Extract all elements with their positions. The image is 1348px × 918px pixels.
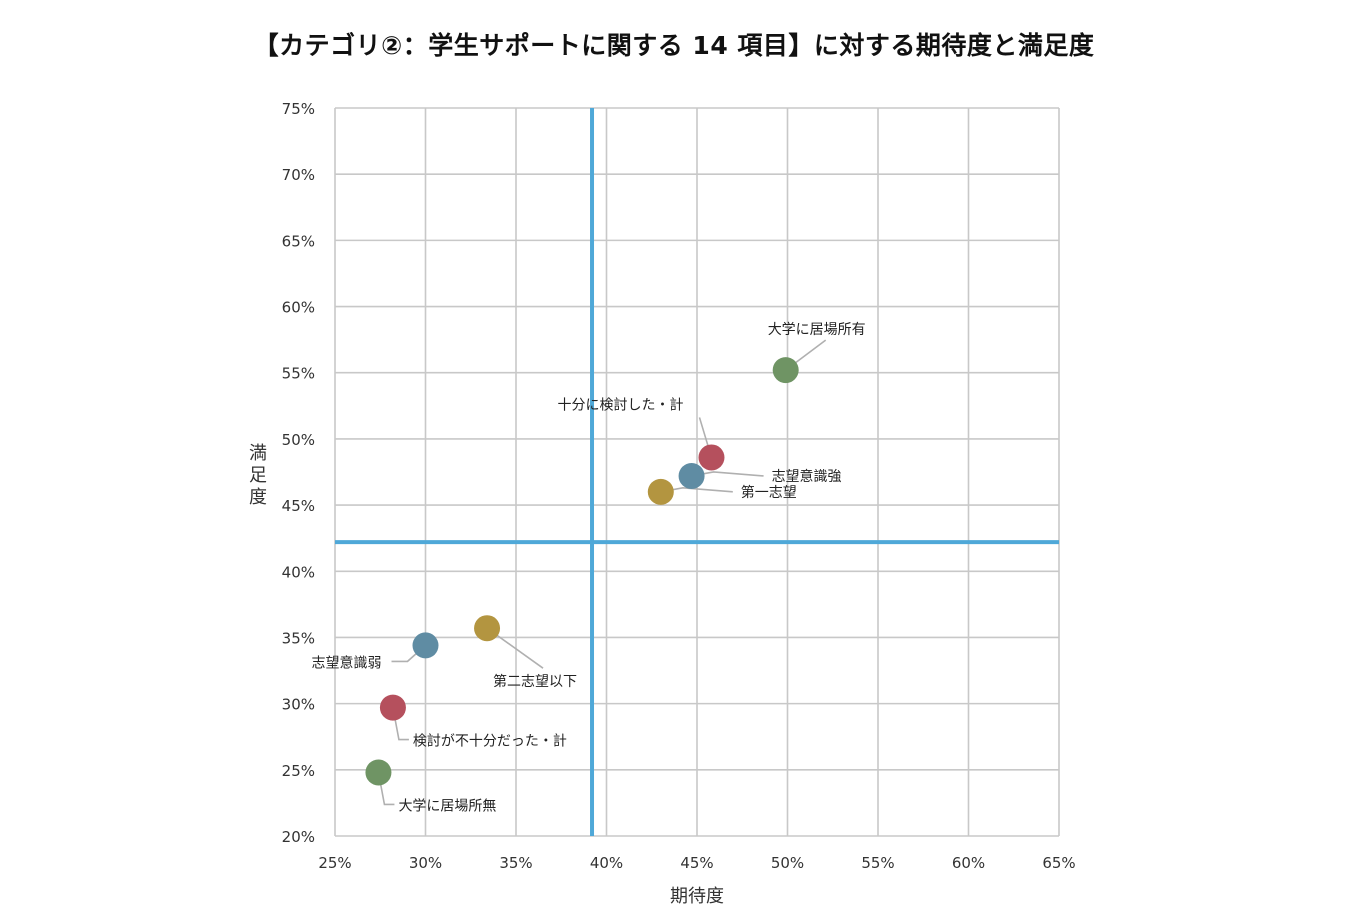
x-tick-label: 60% (952, 854, 985, 872)
x-tick-label: 45% (680, 854, 713, 872)
y-tick-label: 75% (282, 100, 315, 118)
y-tick-label: 65% (282, 232, 315, 250)
x-tick-label: 65% (1042, 854, 1075, 872)
data-point-label: 大学に居場所無 (398, 798, 496, 814)
data-point-label: 第二志望以下 (493, 673, 577, 690)
y-tick-label: 25% (282, 762, 315, 780)
y-axis-label-char: 度 (249, 487, 267, 508)
data-point-label: 第一志望 (741, 484, 797, 501)
data-point-label: 志望意識弱 (312, 654, 382, 671)
tick-labels: 25% 30% 35% 40% 45% 50% 55% 60% 65%20%25%30%35%4… (282, 100, 1076, 872)
reference-lines (335, 108, 1059, 836)
data-points (365, 357, 799, 786)
x-tick-label: 35% (499, 854, 532, 872)
y-axis-label: 満足度 (249, 443, 267, 508)
y-tick-label: 35% (282, 629, 315, 647)
x-tick-label: 50% (771, 854, 804, 872)
y-axis-label-char: 満 (249, 443, 267, 464)
data-point (365, 759, 392, 786)
y-tick-label: 50% (282, 431, 315, 449)
y-tick-label: 60% (282, 299, 315, 317)
y-tick-label: 30% (282, 696, 315, 714)
data-point-label: 志望意識強 (772, 468, 842, 485)
y-tick-label: 45% (282, 497, 315, 515)
chart-title: 【カテゴリ②：学生サポートに関する 14 項目】に対する期待度と満足度 (253, 31, 1095, 60)
x-tick-label: 40% (590, 854, 623, 872)
y-tick-label: 55% (282, 365, 315, 383)
data-point (772, 357, 799, 384)
y-axis-label-char: 足 (249, 465, 267, 486)
y-tick-label: 70% (282, 166, 315, 184)
x-tick-label: 55% (861, 854, 894, 872)
y-tick-label: 40% (282, 563, 315, 581)
data-point (379, 694, 406, 721)
data-point (698, 444, 725, 471)
data-point (474, 615, 501, 642)
x-tick-label: 25% (318, 854, 351, 872)
x-tick-label: 30% (409, 854, 442, 872)
data-point-label: 十分に検討した・計 (557, 397, 683, 413)
x-axis-label: 期待度 (670, 886, 724, 907)
y-tick-label: 20% (282, 828, 315, 846)
data-point-label: 大学に居場所有 (768, 322, 866, 338)
grid-lines (334, 107, 1060, 837)
data-point (647, 478, 674, 505)
data-point (678, 462, 705, 489)
data-point (412, 632, 439, 659)
data-point-label: 検討が不十分だった・計 (413, 734, 567, 750)
